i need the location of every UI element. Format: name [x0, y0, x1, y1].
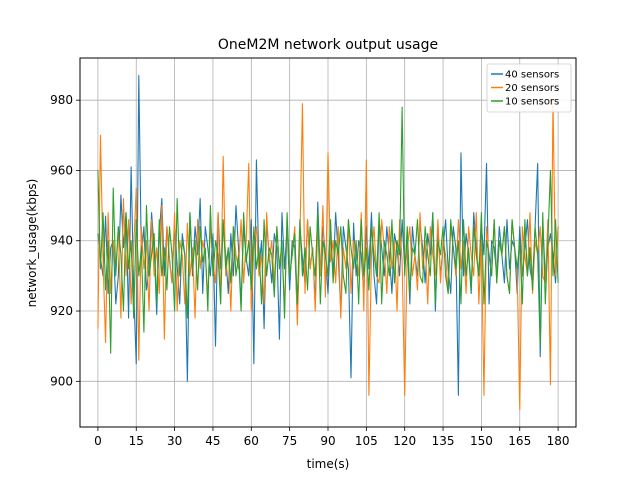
- axis-ticks: 0 15 30 45 60 75 90 105 120 135 150 165 180 900 920 940…: [50, 93, 569, 448]
- y-tick-label: 940: [50, 234, 73, 248]
- x-tick-label: 120: [393, 434, 416, 448]
- x-tick-label: 15: [129, 434, 144, 448]
- x-tick-label: 45: [205, 434, 220, 448]
- x-tick-label: 135: [432, 434, 455, 448]
- y-tick-label: 960: [50, 163, 73, 177]
- series-lines: [97, 75, 559, 410]
- x-tick-label: 105: [355, 434, 378, 448]
- x-tick-label: 75: [282, 434, 297, 448]
- x-tick-label: 30: [167, 434, 182, 448]
- x-tick-label: 165: [508, 434, 531, 448]
- y-tick-label: 900: [50, 374, 73, 388]
- x-tick-label: 90: [320, 434, 335, 448]
- chart-title: OneM2M network output usage: [218, 37, 438, 53]
- x-axis-label: time(s): [307, 457, 350, 471]
- y-tick-label: 920: [50, 304, 73, 318]
- series-line-2: [97, 99, 559, 410]
- legend-label: 10 sensors: [505, 97, 559, 108]
- legend: 40 sensors 20 sensors 10 sensors: [486, 63, 572, 113]
- y-axis-label: network_usage(kbps): [25, 179, 39, 308]
- y-tick-label: 980: [50, 93, 73, 107]
- legend-label: 20 sensors: [505, 83, 559, 94]
- x-tick-label: 150: [470, 434, 493, 448]
- x-tick-label: 180: [547, 434, 570, 448]
- series-line-3: [97, 106, 559, 354]
- x-tick-label: 0: [94, 434, 102, 448]
- legend-label: 40 sensors: [505, 70, 559, 81]
- x-tick-label: 60: [244, 434, 259, 448]
- legend-box: [486, 63, 572, 113]
